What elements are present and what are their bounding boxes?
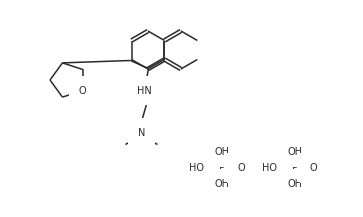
Text: OH: OH <box>215 179 229 189</box>
Text: O: O <box>237 163 245 173</box>
Text: HO: HO <box>189 163 204 173</box>
Text: O: O <box>310 163 318 173</box>
Text: HN: HN <box>137 85 152 95</box>
Text: HO: HO <box>262 163 277 173</box>
Text: O: O <box>79 85 86 95</box>
Text: OH: OH <box>287 147 302 157</box>
Text: OH: OH <box>287 179 302 189</box>
Text: P: P <box>219 163 225 173</box>
Text: OH: OH <box>215 147 229 157</box>
Text: N: N <box>138 128 145 138</box>
Text: P: P <box>292 163 298 173</box>
